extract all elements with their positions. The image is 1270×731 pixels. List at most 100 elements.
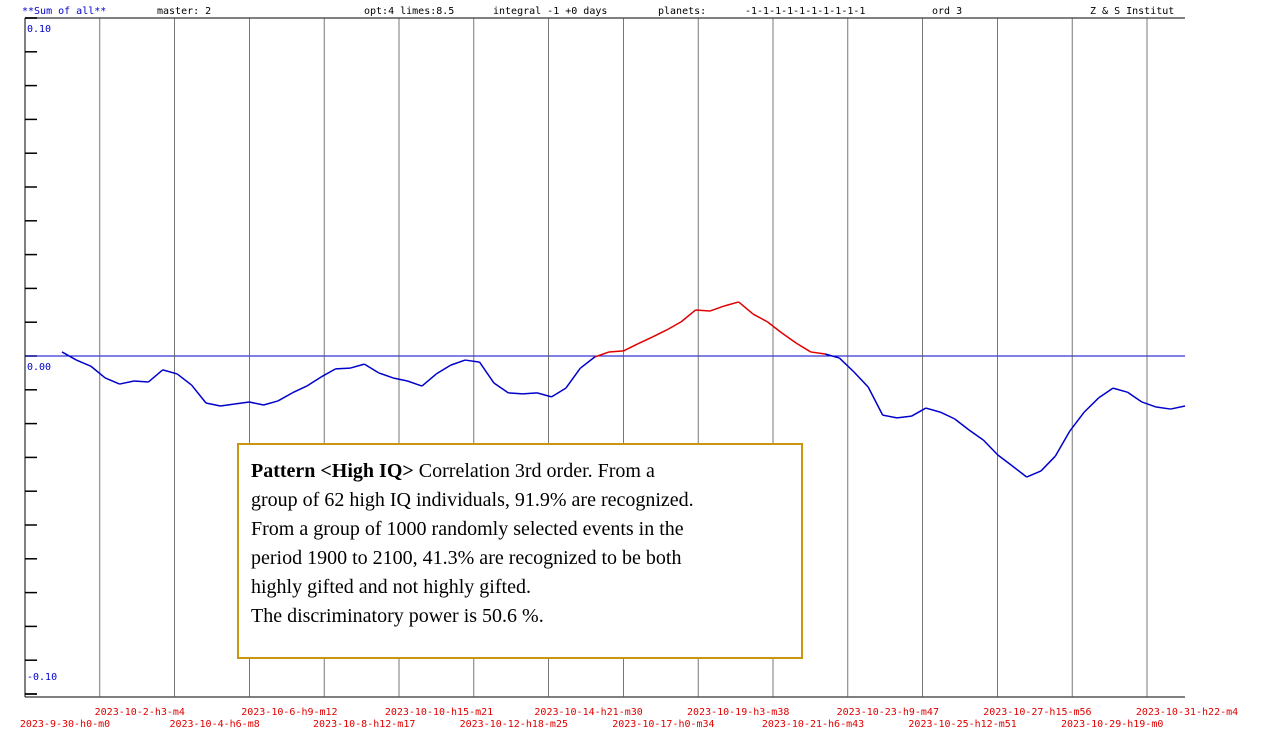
line-segment <box>421 373 437 387</box>
annotation-text: Correlation 3rd order. From a <box>418 460 655 482</box>
annotation-text: From a group of 1000 randomly selected e… <box>251 518 684 540</box>
line-segment <box>1054 430 1071 457</box>
line-segment <box>1069 411 1085 432</box>
line-segment <box>349 363 365 369</box>
line-segment <box>882 414 898 419</box>
line-segment <box>594 351 610 358</box>
line-segment <box>435 364 452 375</box>
line-segment <box>680 309 696 323</box>
line-segment <box>925 407 941 413</box>
annotation-text: The discriminatory power is 50.6 %. <box>251 605 544 627</box>
line-segment <box>162 369 178 375</box>
line-segment <box>651 329 668 338</box>
line-segment <box>939 411 955 420</box>
line-segment <box>1011 465 1028 478</box>
header-text: planets: <box>658 6 706 17</box>
line-segment <box>911 407 927 417</box>
line-segment <box>220 403 235 407</box>
annotation-line: period 1900 to 2100, 41.3% are recognize… <box>251 544 791 573</box>
line-segment <box>522 392 538 395</box>
annotation-line: Pattern <High IQ> Correlation 3rd order. … <box>251 457 791 486</box>
x-tick-label: 2023-10-8-h12-m17 <box>313 719 415 730</box>
line-segment <box>147 369 164 383</box>
line-segment <box>997 454 1013 467</box>
annotation-box: Pattern <High IQ> Correlation 3rd order. … <box>237 443 803 659</box>
annotation-line: highly gifted and not highly gifted. <box>251 573 791 602</box>
line-segment <box>1026 470 1042 478</box>
annotation-line: group of 62 high IQ individuals, 91.9% a… <box>251 486 791 515</box>
line-segment <box>450 359 466 366</box>
line-segment <box>551 387 567 398</box>
line-segment <box>623 343 639 352</box>
line-segment <box>335 367 350 370</box>
header-text: Z & S Institut <box>1090 6 1174 17</box>
x-tick-label: 2023-10-21-h6-m43 <box>762 719 864 730</box>
line-segment <box>1170 405 1186 410</box>
line-segment <box>1083 397 1100 413</box>
x-tick-label: 2023-10-12-h18-m25 <box>460 719 568 730</box>
line-segment <box>666 321 682 331</box>
line-segment <box>478 361 495 384</box>
line-segment <box>609 350 624 353</box>
header-text: opt:4 limes:8.5 <box>364 6 454 17</box>
annotation-text: group of 62 high IQ individuals, 91.9% a… <box>251 489 694 511</box>
line-segment <box>1112 387 1128 393</box>
line-segment <box>508 392 523 395</box>
x-tick-label: 2023-10-4-h6-m8 <box>169 719 259 730</box>
line-segment <box>579 356 596 369</box>
x-tick-label: 2023-10-29-h19-m0 <box>1061 719 1163 730</box>
annotation-heading: Pattern <High IQ> <box>251 460 414 482</box>
line-segment <box>133 380 149 383</box>
x-tick-label: 2023-10-27-h15-m56 <box>983 707 1091 718</box>
line-segment <box>205 402 221 407</box>
y-tick-label: -0.10 <box>27 672 57 683</box>
line-segment <box>263 400 279 406</box>
line-segment <box>565 367 581 389</box>
line-segment <box>867 386 884 416</box>
line-segment <box>292 385 308 394</box>
line-segment <box>407 380 423 387</box>
line-segment <box>190 384 207 404</box>
line-segment <box>119 380 135 385</box>
x-tick-label: 2023-10-31-h22-m4 <box>1136 707 1238 718</box>
header-text: -1-1-1-1-1-1-1-1-1-1 <box>745 6 865 17</box>
line-segment <box>767 321 783 334</box>
line-segment <box>1156 406 1171 410</box>
line-segment <box>853 371 869 388</box>
line-segment <box>320 368 336 378</box>
x-tick-label: 2023-10-17-h0-m34 <box>612 719 714 730</box>
line-segment <box>76 359 92 367</box>
line-segment <box>277 392 293 402</box>
y-tick-label: 0.00 <box>27 362 51 373</box>
x-tick-label: 2023-10-19-h3-m38 <box>687 707 789 718</box>
line-segment <box>896 415 912 419</box>
line-segment <box>752 313 768 323</box>
line-segment <box>824 353 840 359</box>
line-segment <box>363 363 380 374</box>
annotation-text: period 1900 to 2100, 41.3% are recognize… <box>251 547 682 569</box>
line-segment <box>249 401 264 406</box>
line-segment <box>1126 391 1143 403</box>
x-tick-label: 2023-10-6-h9-m12 <box>241 707 337 718</box>
x-tick-label: 2023-10-25-h12-m51 <box>908 719 1016 730</box>
line-segment <box>1040 455 1056 472</box>
x-tick-label: 2023-10-23-h9-m47 <box>837 707 939 718</box>
y-tick-label: 0.10 <box>27 24 51 35</box>
line-segment <box>982 439 999 456</box>
line-segment <box>392 377 408 382</box>
line-segment <box>493 382 509 394</box>
line-segment <box>104 377 120 385</box>
line-segment <box>306 376 322 387</box>
annotation-line: From a group of 1000 randomly selected e… <box>251 515 791 544</box>
line-segment <box>724 301 739 307</box>
x-tick-label: 2023-9-30-h0-m0 <box>20 719 110 730</box>
line-segment <box>838 357 855 373</box>
annotation-text: highly gifted and not highly gifted. <box>251 576 531 598</box>
line-segment <box>234 401 250 405</box>
line-segment <box>1141 401 1157 408</box>
line-segment <box>378 372 394 379</box>
line-segment <box>536 392 552 398</box>
line-segment <box>709 305 725 312</box>
